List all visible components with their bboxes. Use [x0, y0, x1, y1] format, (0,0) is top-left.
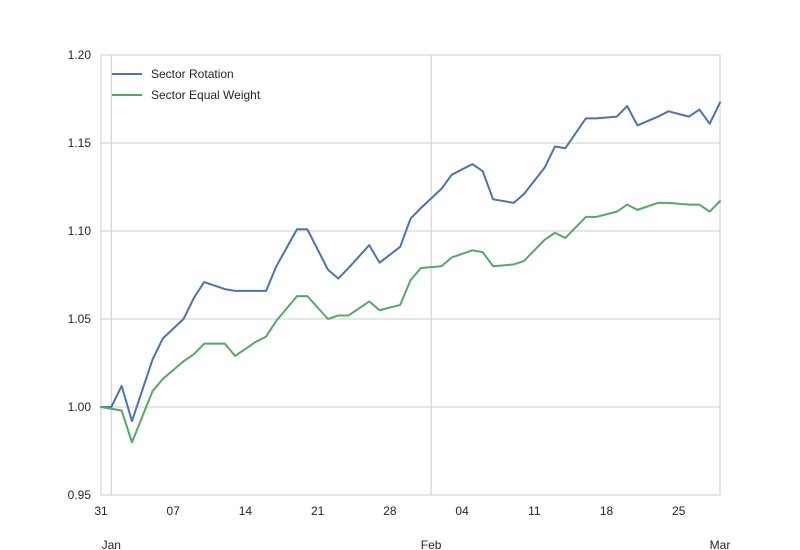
x-minor-tick-label: 28	[383, 504, 397, 518]
legend-label: Sector Equal Weight	[151, 88, 261, 102]
y-tick-label: 1.15	[68, 136, 92, 150]
x-minor-tick-label: 07	[167, 504, 181, 518]
y-tick-label: 1.00	[68, 400, 92, 414]
series-lines	[100, 101, 721, 444]
y-tick-label: 1.10	[68, 224, 92, 238]
x-major-tick-label: Jan	[102, 538, 121, 550]
x-minor-tick-label: 04	[455, 504, 469, 518]
plot-frame	[100, 54, 721, 496]
y-tick-label: 1.05	[68, 312, 92, 326]
series-line-2	[100, 200, 721, 444]
y-tick-label: 1.20	[68, 48, 92, 62]
x-major-tick-label: Mar	[710, 538, 731, 550]
y-tick-label: 0.95	[68, 488, 92, 502]
grid	[101, 54, 720, 496]
x-minor-tick-label: 31	[94, 504, 108, 518]
x-minor-tick-label: 18	[600, 504, 614, 518]
x-minor-tick-label: 21	[311, 504, 325, 518]
y-axis-ticks: 0.95 1.00 1.05 1.10 1.15 1.20	[68, 48, 92, 502]
x-minor-tick-label: 11	[528, 504, 541, 518]
legend-label: Sector Rotation	[151, 67, 234, 81]
series-line-1	[100, 101, 721, 423]
x-minor-tick-label: 14	[239, 504, 253, 518]
x-major-tick-label: Feb	[421, 538, 442, 550]
legend: Sector Rotation Sector Equal Weight	[112, 67, 261, 102]
x-minor-tick-label: 25	[672, 504, 686, 518]
x-axis-ticks: Jan Feb Mar 31 07 14 21 28 04 11 18 25	[94, 504, 730, 550]
